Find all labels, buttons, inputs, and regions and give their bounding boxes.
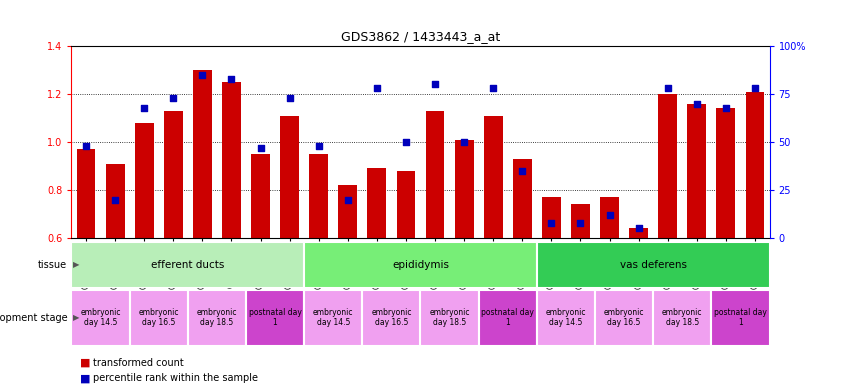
Bar	[542, 197, 561, 238]
Bar	[304, 242, 537, 288]
Text: embryonic
day 16.5: embryonic day 16.5	[139, 308, 179, 328]
Bar	[304, 290, 362, 346]
Text: percentile rank within the sample: percentile rank within the sample	[93, 373, 257, 383]
Bar	[222, 82, 241, 238]
Bar	[251, 154, 270, 238]
Point	[370, 85, 383, 91]
Bar	[193, 70, 212, 238]
Point	[719, 104, 733, 111]
Bar	[309, 154, 328, 238]
Bar	[513, 159, 532, 238]
Point	[137, 104, 151, 111]
Point	[108, 197, 122, 203]
Point	[428, 81, 442, 88]
Text: postnatal day
1: postnatal day 1	[481, 308, 534, 328]
Point	[458, 139, 471, 145]
Bar	[537, 290, 595, 346]
Bar	[280, 116, 299, 238]
Text: ▶: ▶	[73, 260, 80, 270]
Bar	[362, 290, 420, 346]
Bar	[106, 164, 124, 238]
Text: embryonic
day 16.5: embryonic day 16.5	[604, 308, 644, 328]
Point	[79, 143, 93, 149]
Point	[516, 168, 529, 174]
Point	[486, 85, 500, 91]
Text: embryonic
day 14.5: embryonic day 14.5	[313, 308, 353, 328]
Text: tissue: tissue	[38, 260, 67, 270]
Bar	[396, 171, 415, 238]
Text: embryonic
day 18.5: embryonic day 18.5	[197, 308, 237, 328]
Bar	[745, 92, 764, 238]
Text: embryonic
day 18.5: embryonic day 18.5	[430, 308, 470, 328]
Text: transformed count: transformed count	[93, 358, 183, 368]
Bar	[135, 123, 154, 238]
Text: postnatal day
1: postnatal day 1	[249, 308, 302, 328]
Text: embryonic
day 18.5: embryonic day 18.5	[662, 308, 702, 328]
Point	[399, 139, 413, 145]
Bar	[571, 204, 590, 238]
Text: postnatal day
1: postnatal day 1	[714, 308, 767, 328]
Bar	[130, 290, 188, 346]
Bar	[595, 290, 653, 346]
Bar	[711, 290, 770, 346]
Point	[196, 72, 209, 78]
Text: development stage: development stage	[0, 313, 67, 323]
Point	[661, 85, 674, 91]
Bar	[426, 111, 445, 238]
Bar	[71, 242, 304, 288]
Text: ▶: ▶	[73, 313, 80, 322]
Point	[748, 85, 762, 91]
Point	[254, 145, 267, 151]
Point	[690, 101, 704, 107]
Bar	[653, 290, 711, 346]
Bar	[246, 290, 304, 346]
Bar	[659, 94, 677, 238]
Text: ■: ■	[80, 358, 90, 368]
Bar	[629, 228, 648, 238]
Text: efferent ducts: efferent ducts	[151, 260, 225, 270]
Point	[341, 197, 355, 203]
Bar	[338, 185, 357, 238]
Point	[283, 95, 296, 101]
Bar	[164, 111, 182, 238]
Bar	[479, 290, 537, 346]
Text: embryonic
day 16.5: embryonic day 16.5	[371, 308, 411, 328]
Text: embryonic
day 14.5: embryonic day 14.5	[546, 308, 586, 328]
Bar	[77, 149, 96, 238]
Point	[632, 225, 645, 232]
Point	[167, 95, 180, 101]
Point	[545, 220, 558, 226]
Bar	[368, 169, 386, 238]
Point	[312, 143, 325, 149]
Bar	[687, 104, 706, 238]
Bar	[484, 116, 503, 238]
Bar	[455, 140, 473, 238]
Point	[574, 220, 587, 226]
Text: embryonic
day 14.5: embryonic day 14.5	[81, 308, 121, 328]
Bar	[537, 242, 770, 288]
Point	[225, 76, 238, 82]
Text: ■: ■	[80, 373, 90, 383]
Bar	[600, 197, 619, 238]
Text: epididymis: epididymis	[392, 260, 449, 270]
Bar	[420, 290, 479, 346]
Point	[603, 212, 616, 218]
Text: vas deferens: vas deferens	[620, 260, 687, 270]
Title: GDS3862 / 1433443_a_at: GDS3862 / 1433443_a_at	[341, 30, 500, 43]
Bar	[188, 290, 246, 346]
Bar	[71, 290, 130, 346]
Bar	[717, 109, 735, 238]
